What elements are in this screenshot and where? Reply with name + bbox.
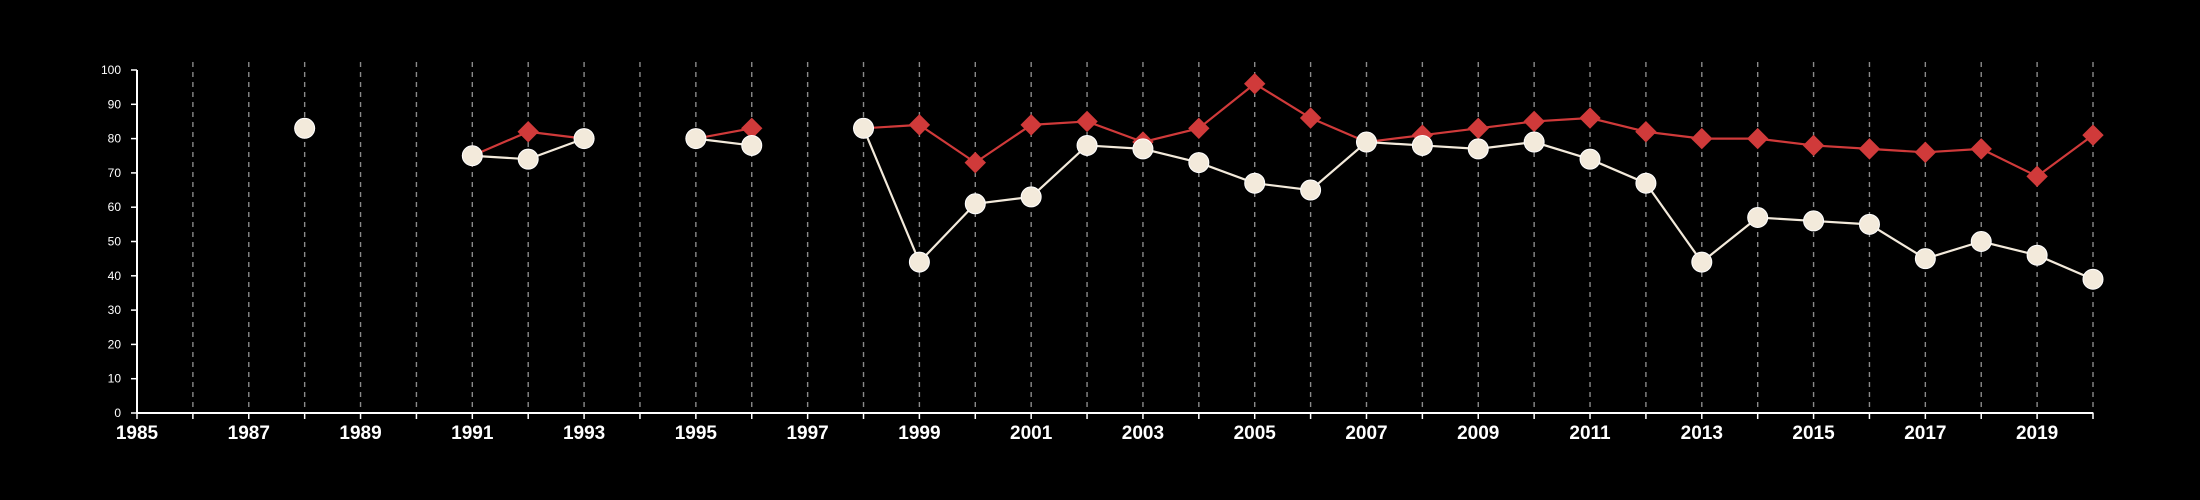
x-tick-label: 1985 <box>116 423 159 444</box>
x-tick-label: 2015 <box>1792 423 1835 444</box>
diamond-marker <box>1244 73 1266 95</box>
circle-marker <box>908 251 930 273</box>
diamond-marker <box>1076 110 1098 133</box>
diamond-marker <box>1691 127 1713 150</box>
x-tick-label: 2009 <box>1457 423 1499 444</box>
circle-marker <box>1411 134 1433 156</box>
series-2 <box>294 117 2104 290</box>
circle-marker <box>853 117 875 139</box>
y-tick-label: 80 <box>108 132 122 146</box>
circle-marker <box>1970 231 1992 252</box>
diamond-marker <box>1635 121 1657 143</box>
diamond-marker <box>517 121 539 143</box>
circle-marker <box>1300 179 1322 201</box>
x-tick-label: 2013 <box>1681 423 1723 444</box>
x-tick-label: 1993 <box>563 423 605 444</box>
circle-marker <box>294 117 316 139</box>
y-tick-label: 70 <box>108 166 122 180</box>
diamond-marker <box>1858 138 1881 160</box>
circle-marker <box>461 145 483 167</box>
y-tick-label: 40 <box>108 269 122 283</box>
circle-marker <box>1914 248 1936 270</box>
circle-marker <box>2026 244 2048 266</box>
y-tick-label: 60 <box>108 200 122 214</box>
circle-marker <box>1020 186 1042 208</box>
diamond-marker <box>1802 134 1825 157</box>
circle-marker <box>964 193 986 215</box>
x-tick-label: 1991 <box>451 423 494 444</box>
y-tick-label: 100 <box>101 63 121 77</box>
diamond-marker <box>1523 110 1545 133</box>
diamond-marker <box>1467 117 1489 140</box>
circle-marker <box>1467 138 1489 160</box>
circle-marker <box>1579 148 1601 170</box>
circle-marker <box>1747 206 1769 228</box>
circle-marker <box>1355 131 1377 153</box>
circle-marker <box>1188 152 1210 174</box>
diamond-marker <box>964 151 986 174</box>
grid-lines <box>192 62 2094 413</box>
circle-marker <box>1803 210 1825 232</box>
y-tick-label: 50 <box>108 235 122 249</box>
circle-marker <box>1132 138 1154 160</box>
y-tick-label: 30 <box>108 303 122 317</box>
x-tick-label: 2017 <box>1904 423 1946 444</box>
y-tick-label: 10 <box>108 372 122 386</box>
circle-marker <box>517 148 539 170</box>
circle-marker <box>2082 268 2104 290</box>
diamond-marker <box>1020 114 1042 136</box>
series-layer <box>293 73 2104 290</box>
diamond-marker <box>908 114 931 136</box>
diamond-marker <box>1746 127 1769 150</box>
circle-marker <box>1635 172 1657 194</box>
x-tick-label: 1987 <box>228 423 270 444</box>
circle-marker <box>573 128 595 150</box>
diamond-marker <box>2026 165 2048 188</box>
x-tick-label: 1997 <box>786 423 828 444</box>
diamond-marker <box>1914 141 1937 164</box>
diamond-marker <box>1299 107 1322 129</box>
x-tick-label: 2007 <box>1345 423 1387 444</box>
x-tick-label: 2011 <box>1569 423 1611 444</box>
y-tick-label: 0 <box>114 406 121 420</box>
circle-marker <box>1858 213 1880 235</box>
diamond-marker <box>2082 124 2104 146</box>
circle-marker <box>741 134 763 156</box>
circle-marker <box>1523 131 1545 153</box>
x-axis-ticks: 1985 1987 1989 1991 1993 1995 1997 1999 2001 2003… <box>116 413 2094 444</box>
x-tick-label: 1995 <box>675 423 718 444</box>
x-tick-label: 1999 <box>898 423 940 444</box>
x-tick-label: 2005 <box>1234 423 1277 444</box>
circle-marker <box>1244 172 1266 194</box>
x-tick-label: 1989 <box>339 423 381 444</box>
y-axis-ticks: 0 10 20 30 40 50 60 70 80 90 100 <box>101 63 137 420</box>
y-tick-label: 90 <box>108 97 122 111</box>
circle-marker <box>1691 251 1713 273</box>
y-tick-label: 20 <box>108 337 122 351</box>
x-tick-label: 2001 <box>1010 423 1053 444</box>
circle-marker <box>685 128 707 150</box>
diamond-marker <box>1970 138 1992 160</box>
x-tick-label: 2003 <box>1122 423 1164 444</box>
diamond-marker <box>1579 107 1601 129</box>
x-tick-label: 2019 <box>2016 423 2058 444</box>
diamond-marker <box>1188 117 1210 140</box>
circle-marker <box>1076 134 1098 156</box>
